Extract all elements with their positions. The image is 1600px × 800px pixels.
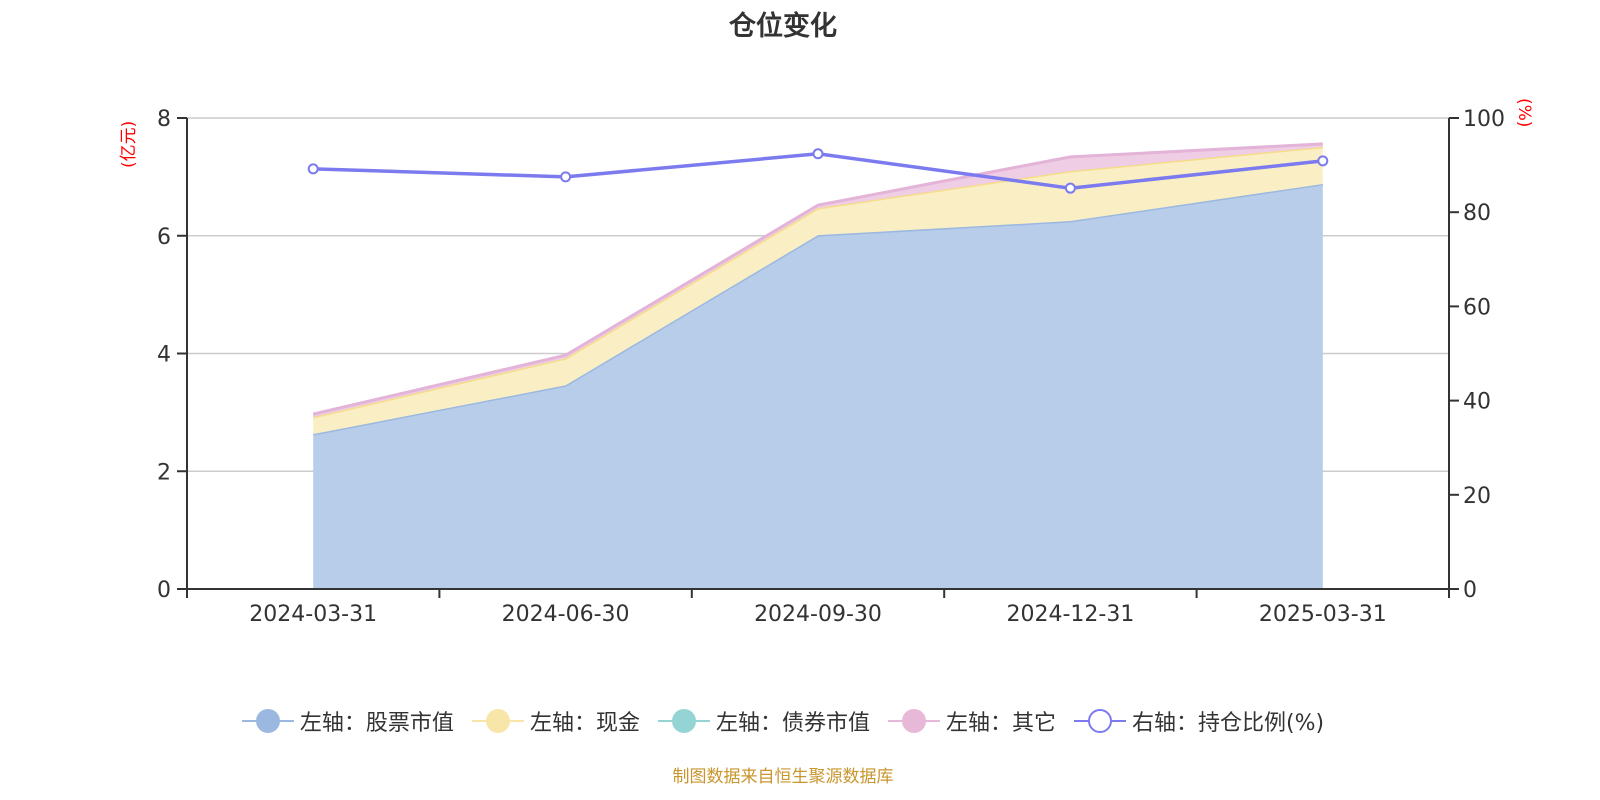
legend-ratio-icon (1073, 703, 1126, 739)
legend-item-ratio[interactable]: 右轴：持仓比例(%) (1073, 703, 1325, 739)
legend-label: 左轴：其它 (945, 711, 1056, 736)
x-tick-label: 2024-09-30 (754, 602, 882, 627)
legend-item-other[interactable]: 左轴：其它 (887, 703, 1056, 739)
ratio-point (560, 171, 572, 183)
x-tick-label: 2024-06-30 (502, 602, 630, 627)
legend-other-icon (887, 703, 940, 739)
legend-item-bonds[interactable]: 左轴：债券市值 (657, 703, 870, 739)
area-1 (313, 146, 1323, 435)
left-tick-label: 4 (157, 343, 171, 368)
ratio-point (307, 163, 319, 175)
ratio-point (812, 148, 824, 160)
position-ratio-line (307, 148, 1329, 194)
axes (177, 117, 1459, 598)
legend: 左轴：股票市值 左轴：现金 左轴：债券市值 左轴：其它 右轴：持仓比例(%) (0, 703, 1566, 739)
area-edge-3 (312, 142, 1323, 416)
legend-label: 左轴：股票市值 (299, 711, 454, 736)
stacked-areas (312, 142, 1324, 589)
legend-bonds-icon (657, 703, 710, 739)
legend-label: 右轴：持仓比例(%) (1131, 711, 1325, 736)
area-0 (313, 183, 1323, 589)
data-source-note: 制图数据来自恒生聚源数据库 (672, 767, 894, 787)
x-tick-label: 2025-03-31 (1259, 602, 1387, 627)
legend-cash-icon (471, 703, 524, 739)
ratio-point (1317, 155, 1329, 167)
legend-item-cash[interactable]: 左轴：现金 (471, 703, 640, 739)
legend-label: 左轴：现金 (529, 711, 640, 736)
right-tick-label: 60 (1463, 295, 1491, 320)
ratio-point (1064, 182, 1076, 194)
left-tick-label: 8 (157, 107, 171, 132)
area-edge-1 (312, 145, 1323, 419)
chart-title: 仓位变化 (729, 11, 837, 42)
x-tick-label: 2024-12-31 (1006, 602, 1134, 627)
left-tick-label: 0 (157, 578, 171, 603)
right-tick-label: 100 (1463, 107, 1505, 132)
right-tick-label: 80 (1463, 201, 1491, 226)
right-tick-label: 0 (1463, 578, 1477, 603)
x-tick-label: 2024-03-31 (249, 602, 377, 627)
right-tick-label: 20 (1463, 484, 1491, 509)
left-tick-label: 2 (157, 460, 171, 485)
right-tick-label: 40 (1463, 390, 1491, 415)
legend-label: 左轴：债券市值 (715, 711, 870, 736)
legend-item-stocks[interactable]: 左轴：股票市值 (241, 703, 454, 739)
left-tick-label: 6 (157, 225, 171, 250)
legend-stocks-icon (241, 703, 294, 739)
